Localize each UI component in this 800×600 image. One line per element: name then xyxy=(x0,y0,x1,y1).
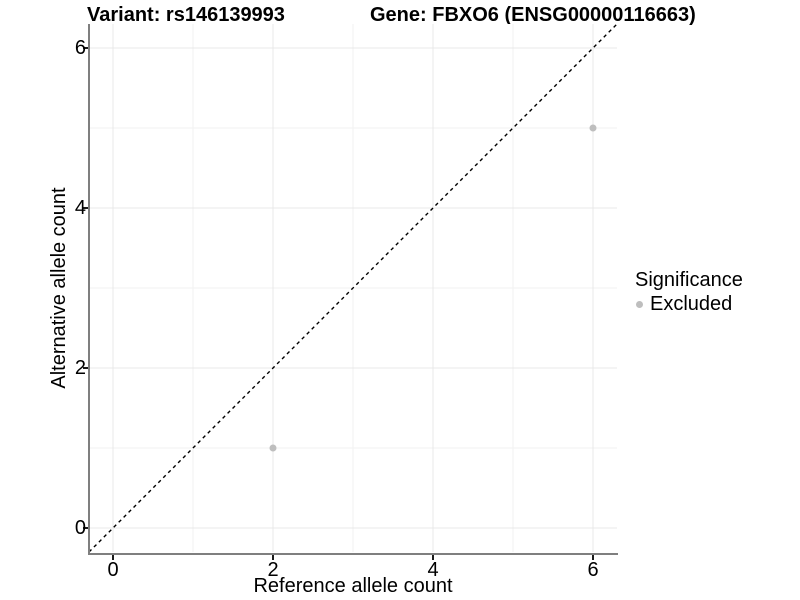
legend-item-excluded: Excluded xyxy=(635,293,743,316)
plot-title-gene: Gene: FBXO6 (ENSG00000116663) xyxy=(370,4,696,26)
x-tick-label: 4 xyxy=(427,559,439,581)
x-tick-label: 2 xyxy=(267,559,279,581)
x-axis-title: Reference allele count xyxy=(253,575,453,597)
legend: Significance Excluded xyxy=(635,269,743,316)
identity-line xyxy=(88,23,618,553)
x-tick-mark xyxy=(592,555,594,560)
y-tick-mark xyxy=(83,47,88,49)
legend-key-dot xyxy=(636,301,643,308)
y-axis-line xyxy=(88,24,90,555)
x-tick-label: 0 xyxy=(107,559,119,581)
x-axis-line xyxy=(88,553,618,555)
y-tick-label: 2 xyxy=(74,357,86,379)
plot-panel xyxy=(88,23,618,553)
y-tick-mark xyxy=(83,527,88,529)
y-tick-label: 6 xyxy=(74,37,86,59)
y-axis-title: Alternative allele count xyxy=(48,187,70,389)
x-tick-mark xyxy=(112,555,114,560)
y-tick-label: 4 xyxy=(74,197,86,219)
y-tick-mark xyxy=(83,367,88,369)
data-point xyxy=(589,124,597,132)
legend-title: Significance xyxy=(635,269,743,291)
y-tick-label: 0 xyxy=(74,517,86,539)
data-point xyxy=(269,444,277,452)
x-tick-mark xyxy=(432,555,434,560)
legend-item-label: Excluded xyxy=(650,293,733,315)
plot-title-variant: Variant: rs146139993 xyxy=(87,4,285,26)
x-tick-mark xyxy=(272,555,274,560)
y-tick-mark xyxy=(83,207,88,209)
plot-area xyxy=(88,23,618,553)
x-tick-label: 6 xyxy=(587,559,599,581)
